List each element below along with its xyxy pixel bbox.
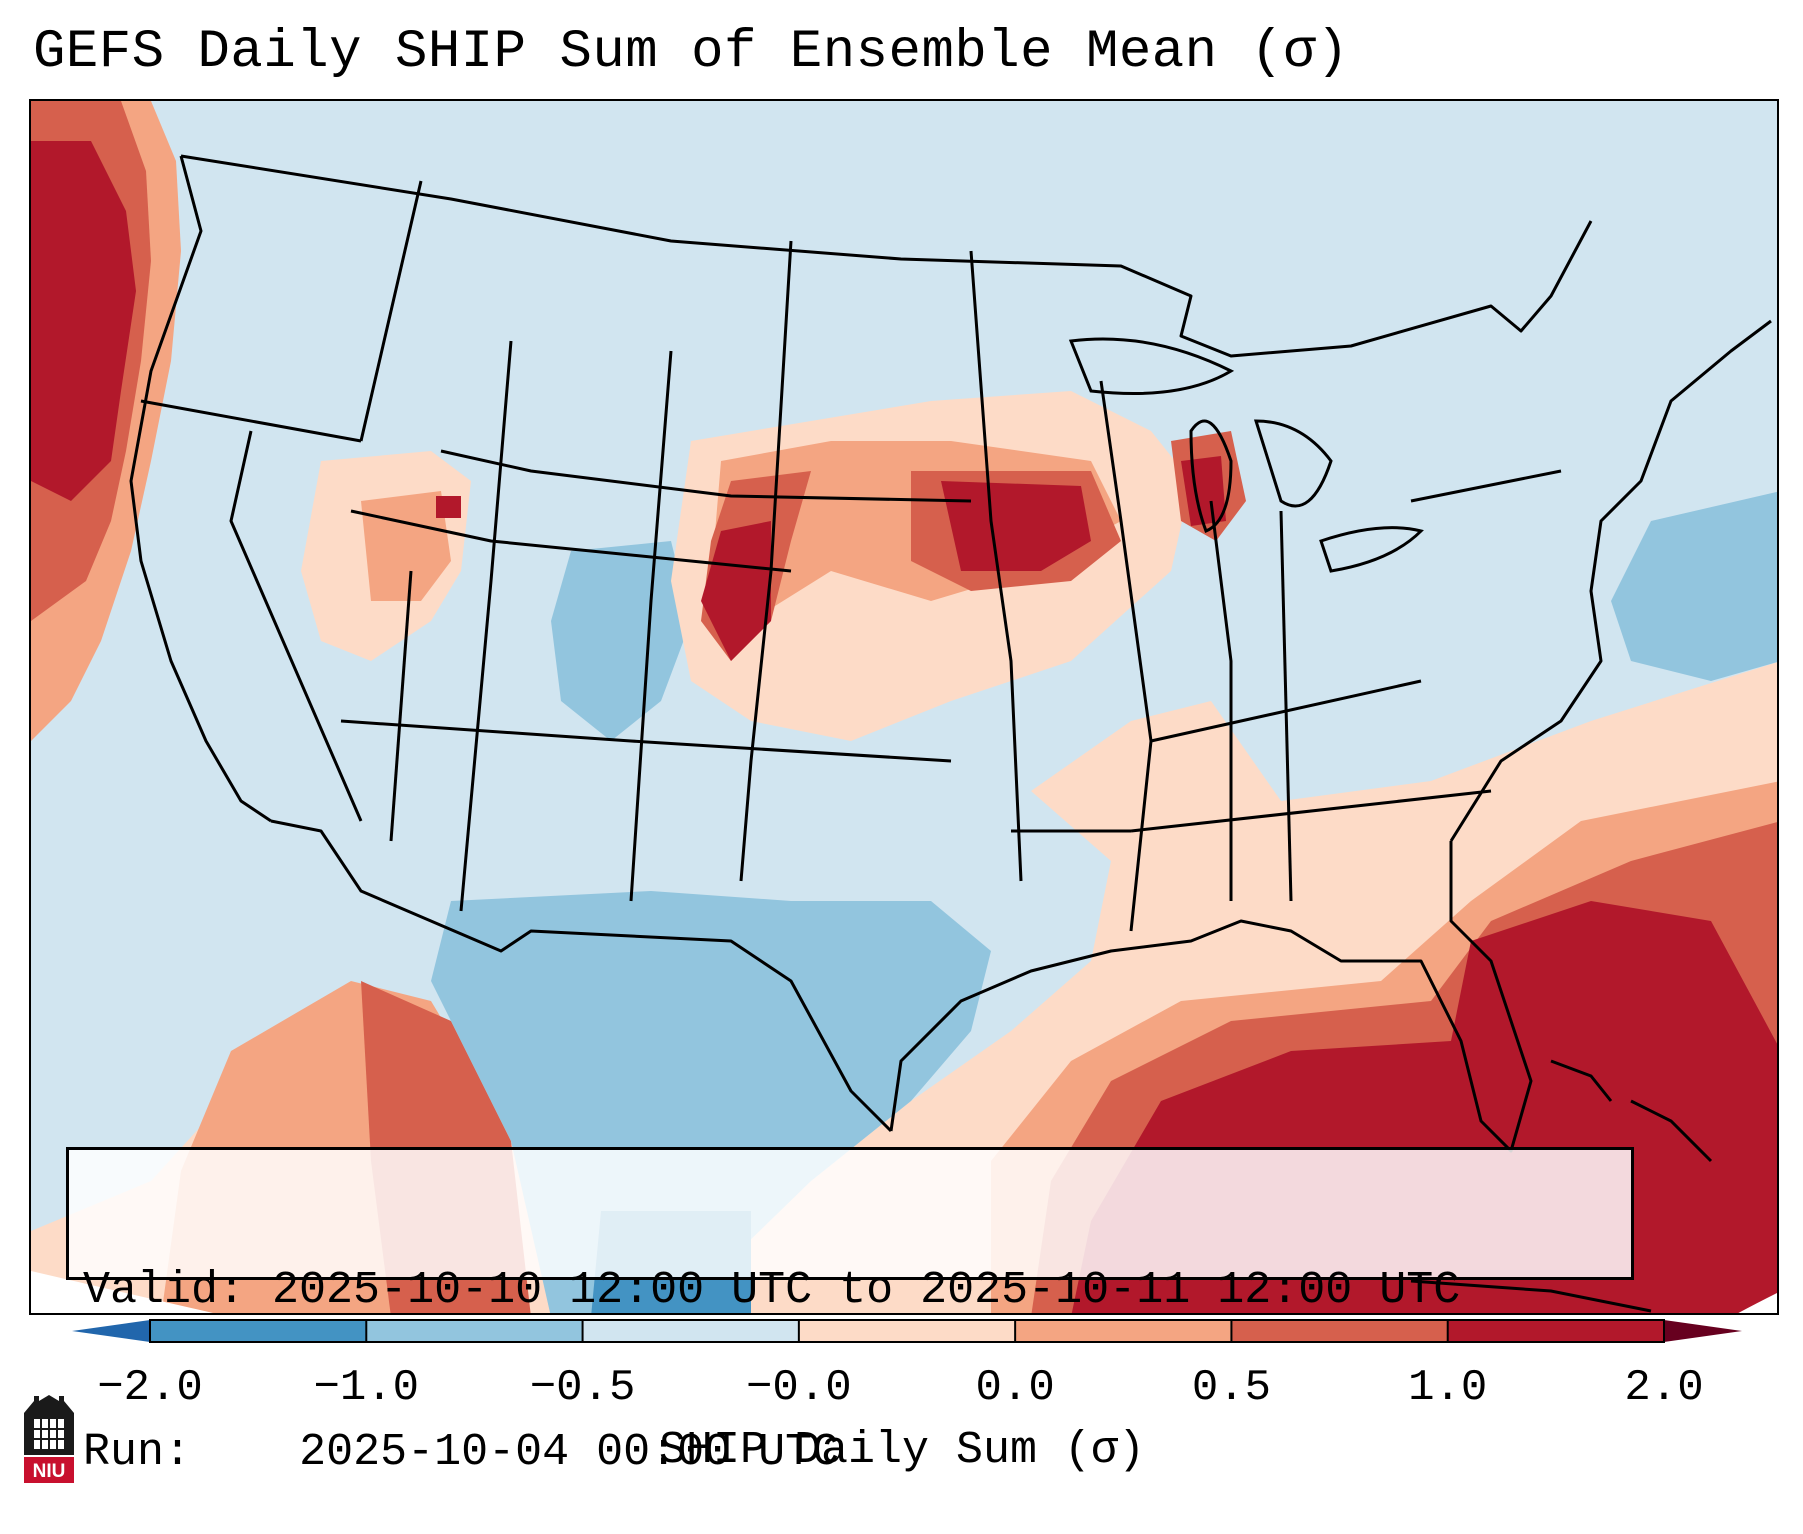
missing-corner-se bbox=[1738, 1293, 1777, 1313]
colorbar-segment bbox=[798, 1320, 1016, 1342]
plains-line bbox=[739, 240, 793, 882]
chart-title: GEFS Daily SHIP Sum of Ensemble Mean (σ) bbox=[33, 22, 1350, 83]
oh-line bbox=[1279, 510, 1293, 902]
nv-ut-line bbox=[389, 570, 413, 842]
colorbar-tick-label: 0.5 bbox=[1191, 1363, 1272, 1413]
colorbar-segment bbox=[1015, 1320, 1232, 1342]
colorbar-segments bbox=[150, 1320, 1665, 1342]
colorbar-over-triangle bbox=[1664, 1320, 1742, 1342]
colorbar-tick-label: −0.0 bbox=[746, 1363, 852, 1413]
lake-huron bbox=[1253, 419, 1333, 508]
missing-corner-sw bbox=[31, 1271, 214, 1313]
mn-ia-line bbox=[969, 250, 1023, 882]
colorbar-segment bbox=[1231, 1320, 1449, 1342]
lake-superior bbox=[1068, 337, 1235, 395]
ga-line bbox=[1130, 789, 1492, 833]
colorbar-tick-label: 2.0 bbox=[1624, 1363, 1704, 1413]
cuba bbox=[1410, 1279, 1652, 1313]
map-svg bbox=[31, 101, 1777, 1313]
caribbean-islands bbox=[1410, 1059, 1713, 1313]
ca-nv-line bbox=[229, 430, 363, 822]
lake-erie bbox=[1319, 526, 1424, 573]
colorbar-tick-label: −1.0 bbox=[313, 1363, 420, 1413]
colorbar-tick-label: 1.0 bbox=[1408, 1363, 1488, 1413]
bahamas-2 bbox=[1630, 1099, 1713, 1163]
us-mexico-border bbox=[270, 819, 893, 1133]
southern-tier-line bbox=[340, 719, 952, 763]
colorbar bbox=[72, 1319, 1742, 1343]
field-colorado-low bbox=[551, 541, 691, 741]
tn-nc-line bbox=[1150, 679, 1422, 743]
co-nm-line bbox=[629, 350, 673, 902]
field-central-plains bbox=[671, 391, 1246, 741]
east-coast bbox=[1449, 319, 1772, 842]
or-id-line bbox=[140, 399, 362, 443]
valid-run-box: Valid: 2025-10-10 12:00 UTC to 2025-10-1… bbox=[66, 1147, 1634, 1478]
colorbar-outline bbox=[149, 1319, 1665, 1343]
colorbar-tick-label: 0.0 bbox=[975, 1363, 1055, 1413]
field-atlantic-low bbox=[1611, 491, 1777, 681]
colorbar-segment bbox=[366, 1320, 584, 1342]
colorbar-segment bbox=[582, 1320, 800, 1342]
map-panel bbox=[29, 99, 1779, 1315]
field-great-basin bbox=[301, 451, 471, 661]
colorbar-segment bbox=[1447, 1320, 1665, 1342]
colorbar-tick-label: −2.0 bbox=[97, 1363, 203, 1413]
colorbar-segment bbox=[150, 1320, 367, 1342]
west-coast bbox=[129, 155, 272, 823]
lake-michigan bbox=[1189, 419, 1233, 533]
gulf-coast bbox=[889, 841, 1533, 1153]
run-label: Run: bbox=[83, 1427, 192, 1478]
valid-label: Valid: bbox=[83, 1265, 246, 1316]
niu-logo-text: NIU bbox=[33, 1461, 66, 1482]
run-value: 2025-10-04 00:00 UTC bbox=[299, 1427, 840, 1478]
great-lakes bbox=[1068, 337, 1424, 573]
colorbar-title: SHIP Daily Sum (σ) bbox=[658, 1425, 1146, 1476]
us-canada-border bbox=[180, 154, 1593, 358]
valid-row: Valid: 2025-10-10 12:00 UTC to 2025-10-1… bbox=[83, 1264, 1617, 1318]
ut-az-line bbox=[459, 340, 513, 912]
colorbar-under-triangle bbox=[72, 1320, 150, 1342]
field-pacific-nw bbox=[31, 101, 181, 741]
niu-logo: NIU bbox=[24, 1395, 74, 1483]
id-wy-line bbox=[359, 180, 423, 442]
north-tier-line bbox=[440, 449, 972, 503]
valid-value: 2025-10-10 12:00 UTC to 2025-10-11 12:00… bbox=[272, 1265, 1461, 1316]
colorbar-tick-label: −0.5 bbox=[529, 1363, 636, 1413]
central-tier-line bbox=[350, 509, 792, 573]
miss-river-line bbox=[1099, 380, 1153, 932]
bahamas-1 bbox=[1550, 1059, 1613, 1102]
map-borders bbox=[129, 154, 1772, 1153]
run-row: Run: 2025-10-04 00:00 UTC bbox=[83, 1426, 1617, 1480]
pa-ny-line bbox=[1410, 469, 1562, 503]
